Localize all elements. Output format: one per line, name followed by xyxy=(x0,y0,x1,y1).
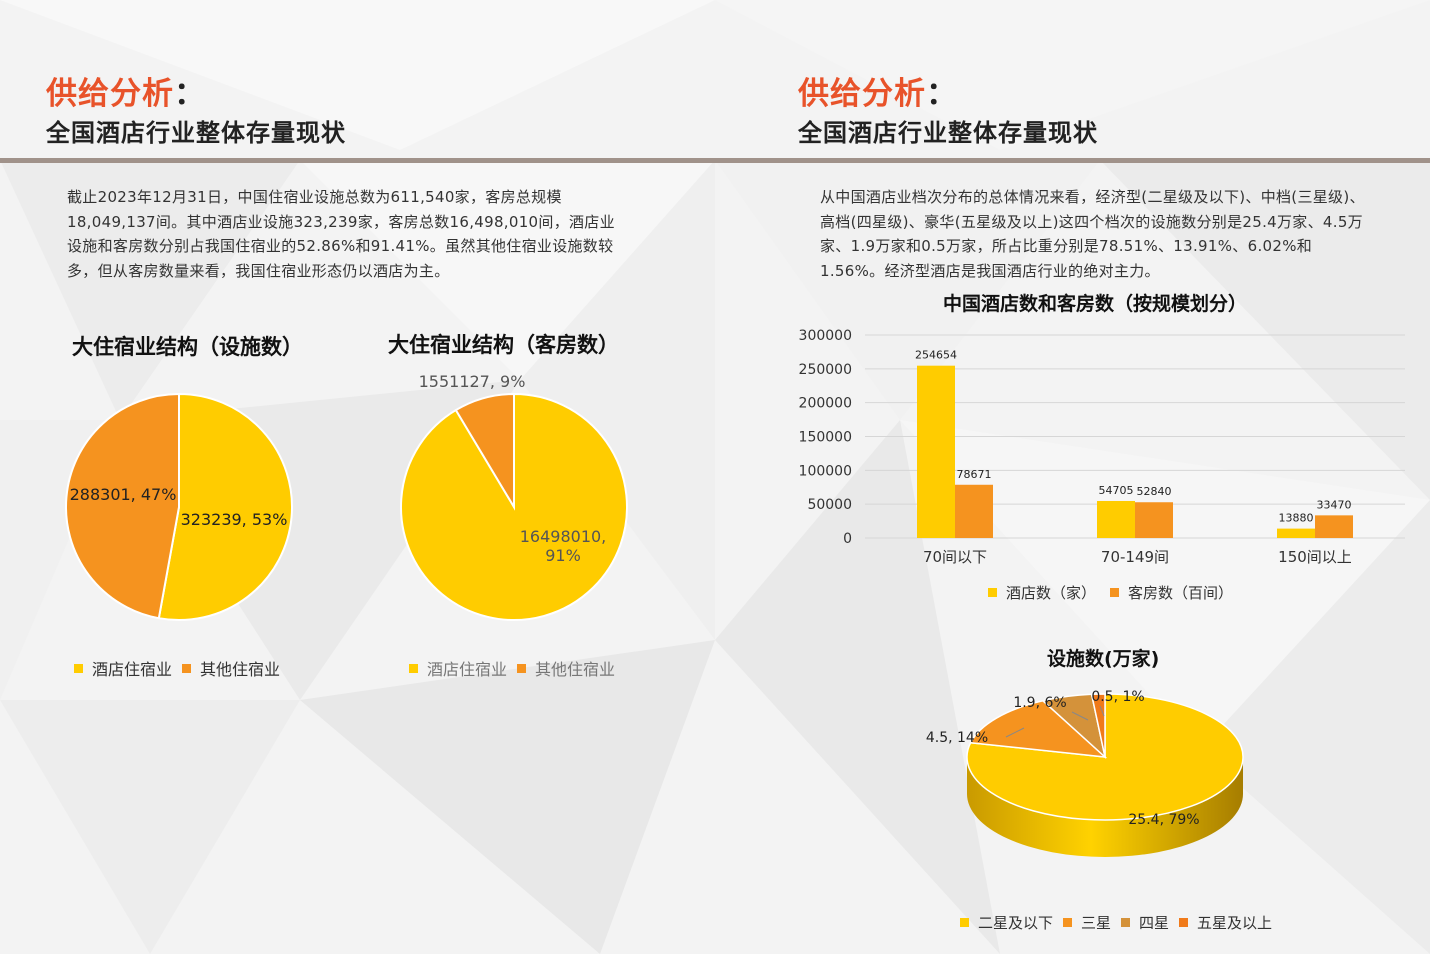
pie1-legend: 酒店住宿业 其他住宿业 xyxy=(74,656,280,680)
pie3-leader-line xyxy=(1005,727,1025,738)
legend-label: 五星及以上 xyxy=(1197,914,1273,932)
pie3-data-label: 1.9, 6% xyxy=(1013,695,1066,711)
legend-swatch-orange xyxy=(182,663,192,673)
left-title-text: 供给分析 xyxy=(46,76,174,112)
legend-label: 其他住宿业 xyxy=(535,660,616,679)
pie3-leader-line xyxy=(1071,711,1089,721)
legend-swatch-deep-orange xyxy=(1179,918,1189,927)
pie1-slice-1 xyxy=(65,392,180,620)
legend-label: 酒店住宿业 xyxy=(427,660,508,679)
legend-label: 二星及以下 xyxy=(978,914,1054,932)
pie3-data-label: 25.4, 79% xyxy=(1128,812,1199,828)
bar-2-1 xyxy=(1315,515,1353,538)
legend-label: 酒店数（家） xyxy=(1006,584,1097,602)
legend-swatch-orange xyxy=(1110,588,1120,597)
left-section-title: 供给分析： xyxy=(46,68,206,113)
bar-y-tick-label: 300000 xyxy=(799,328,852,344)
pie1-data-label: 323239, 53% xyxy=(181,510,288,529)
right-paragraph-line: 高档(四星级)、豪华(五星级及以上)这四个档次的设施数分别是25.4万家、4.5… xyxy=(820,212,1363,231)
left-paragraph: 截止2023年12月31日，中国住宿业设施总数为611,540家，客房总规模 1… xyxy=(67,185,667,283)
pie3-legend: 二星及以下 三星 四星 五星及以上 xyxy=(960,912,1272,933)
bar-y-tick-label: 0 xyxy=(843,531,852,547)
bar-x-tick-label: 70-149间 xyxy=(1101,548,1169,566)
bar-value-label: 52840 xyxy=(1137,485,1172,498)
legend-label: 酒店住宿业 xyxy=(92,660,173,679)
pie3-side-wall xyxy=(967,757,1243,857)
bar-1-0 xyxy=(1097,500,1135,538)
right-paragraph-line: 1.56%。经济型酒店是我国酒店行业的绝对主力。 xyxy=(820,261,1160,280)
right-paragraph-line: 家、1.9万家和0.5万家，所占比重分别是78.51%、13.91%、6.02%… xyxy=(820,237,1313,255)
legend-label: 客房数（百间） xyxy=(1128,584,1234,602)
pie1-data-label: 288301, 47% xyxy=(70,485,177,504)
pie1-slice-0 xyxy=(157,392,293,621)
bar-y-tick-label: 150000 xyxy=(799,430,852,446)
pie3-chart: 25.4, 79% 4.5, 14% 1.9, 6% 0.5, 1% xyxy=(926,689,1244,857)
legend-swatch-tan xyxy=(1121,918,1131,927)
bar-y-tick-label: 200000 xyxy=(799,396,852,412)
right-title-colon: ： xyxy=(926,76,958,112)
left-paragraph-line: 截止2023年12月31日，中国住宿业设施总数为611,540家，客房总规模 xyxy=(67,188,562,206)
pie2-chart: 16498010, 91% 1551127, 9% xyxy=(400,372,628,621)
bar-value-label: 33470 xyxy=(1317,498,1352,511)
pie3-data-label: 0.5, 1% xyxy=(1091,689,1144,705)
left-paragraph-line: 设施和客房数分别占我国住宿业的52.86%和91.41%。虽然其他住宿业设施数较 xyxy=(67,237,614,255)
pie3-data-label: 4.5, 14% xyxy=(926,730,988,746)
left-paragraph-line: 18,049,137间。其中酒店业设施323,239家，客房总数16,498,0… xyxy=(67,212,615,231)
bar-value-label: 254654 xyxy=(915,349,957,362)
legend-swatch-yellow xyxy=(74,663,83,673)
left-subtitle: 全国酒店行业整体存量现状 xyxy=(46,119,346,147)
bar-value-label: 13880 xyxy=(1279,512,1314,525)
legend-swatch-yellow xyxy=(988,588,997,597)
bar-chart-title: 中国酒店数和客房数（按规模划分） xyxy=(943,293,1248,315)
bar-y-tick-label: 100000 xyxy=(799,463,852,479)
legend-swatch-orange xyxy=(517,663,527,673)
right-subtitle: 全国酒店行业整体存量现状 xyxy=(798,119,1098,147)
bar-0-0 xyxy=(917,365,955,538)
header-divider xyxy=(0,158,1430,163)
pie2-slice-1 xyxy=(454,392,515,511)
pie1-chart: 323239, 53%288301, 47% xyxy=(65,392,293,621)
right-title-text: 供给分析 xyxy=(798,76,926,112)
legend-swatch-yellow xyxy=(960,918,969,927)
right-paragraph: 从中国酒店业档次分布的总体情况来看，经济型(二星级及以下)、中档(三星级)、 高… xyxy=(820,185,1420,283)
bar-1-1 xyxy=(1135,502,1173,538)
legend-label: 其他住宿业 xyxy=(200,660,281,679)
pie3-title: 设施数(万家) xyxy=(1047,648,1160,670)
pie1-title: 大住宿业结构（设施数） xyxy=(72,335,303,359)
pie3-slice-1 xyxy=(969,699,1108,758)
right-paragraph-line: 从中国酒店业档次分布的总体情况来看，经济型(二星级及以下)、中档(三星级)、 xyxy=(820,188,1365,206)
pie2-data-label: 1551127, 9% xyxy=(419,372,526,391)
bar-x-tick-label: 70间以下 xyxy=(923,548,987,566)
pie2-data-label: 16498010, 91% xyxy=(520,527,607,565)
right-section-title: 供给分析： xyxy=(798,68,958,113)
legend-swatch-orange xyxy=(1063,918,1073,927)
bar-value-label: 78671 xyxy=(957,468,992,481)
bar-y-tick-label: 250000 xyxy=(799,362,852,378)
pie2-title: 大住宿业结构（客房数） xyxy=(388,333,619,357)
legend-label: 四星 xyxy=(1139,914,1170,932)
bar-0-1 xyxy=(955,484,993,538)
bar-chart: 0 50000 100000 150000 200000 250000 300000 2546… xyxy=(799,328,1405,566)
left-title-colon: ： xyxy=(174,76,206,112)
pie2-legend: 酒店住宿业 其他住宿业 xyxy=(409,656,615,680)
bar-y-tick-label: 50000 xyxy=(807,497,852,513)
bar-x-tick-label: 150间以上 xyxy=(1278,548,1352,566)
legend-swatch-yellow xyxy=(409,663,418,673)
bar-value-label: 54705 xyxy=(1099,484,1134,497)
legend-label: 三星 xyxy=(1081,914,1112,932)
bar-legend: 酒店数（家） 客房数（百间） xyxy=(988,582,1233,603)
bar-2-0 xyxy=(1277,528,1315,538)
pie3-slice-0 xyxy=(966,693,1244,821)
left-paragraph-line: 多，但从客房数量来看，我国住宿业形态仍以酒店为主。 xyxy=(67,261,450,280)
pie3-leader-line xyxy=(1099,705,1105,717)
